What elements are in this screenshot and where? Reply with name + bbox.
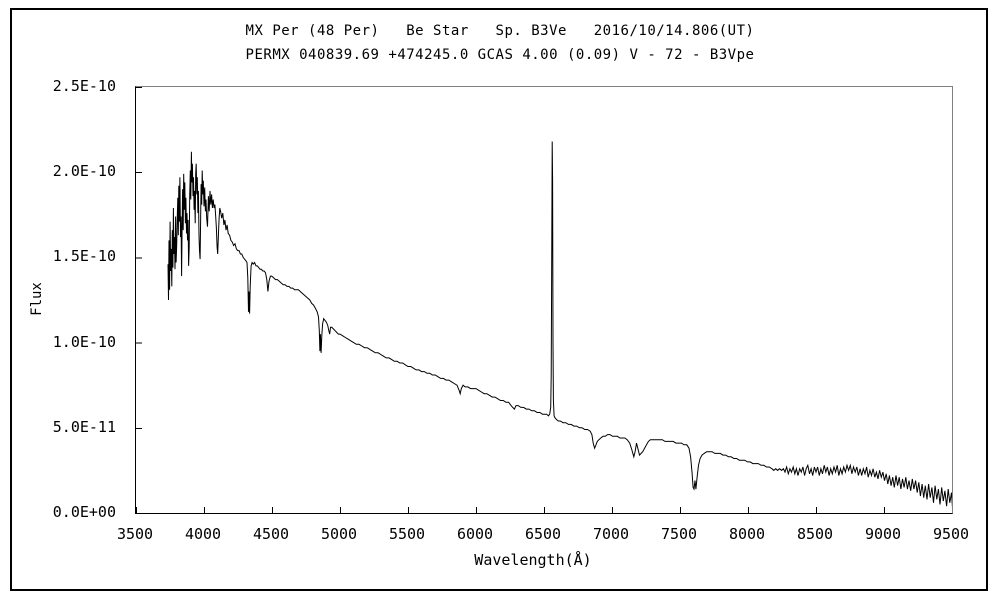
y-tick-label: 5.0E-11 (52, 417, 116, 436)
x-tick-label: 7000 (592, 525, 630, 543)
x-tick-label: 5000 (320, 525, 358, 543)
y-tick-label: 1.0E-10 (52, 332, 116, 351)
x-tick-label: 4000 (184, 525, 222, 543)
x-tick-label: 7500 (660, 525, 698, 543)
x-tick-label: 8500 (796, 525, 834, 543)
x-tick-label: 6500 (524, 525, 562, 543)
y-tick-label: 0.0E+00 (52, 503, 116, 521)
x-tick-label: 6000 (456, 525, 494, 543)
chart-title: MX Per (48 Per) Be Star Sp. B3Ve 2016/10… (245, 23, 755, 39)
x-tick-label: 3500 (116, 525, 154, 543)
x-tick-label: 5500 (388, 525, 426, 543)
x-tick-label: 8000 (728, 525, 766, 543)
x-tick-label: 9500 (932, 525, 970, 543)
y-tick-label: 1.5E-10 (52, 247, 116, 266)
x-tick-label: 4500 (252, 525, 290, 543)
spectrum-plot-svg (136, 87, 952, 513)
x-tick-label: 9000 (864, 525, 902, 543)
y-tick-label: 2.5E-10 (52, 77, 116, 95)
outer-border (10, 8, 988, 591)
spectrum-line (167, 141, 952, 508)
x-axis-label: Wavelength(Å) (474, 551, 592, 569)
y-tick-label: 2.0E-10 (52, 162, 116, 181)
y-axis-label: Flux (29, 282, 45, 316)
chart-subtitle: PERMX 040839.69 +474245.0 GCAS 4.00 (0.0… (245, 47, 755, 63)
plot-area (135, 86, 953, 514)
